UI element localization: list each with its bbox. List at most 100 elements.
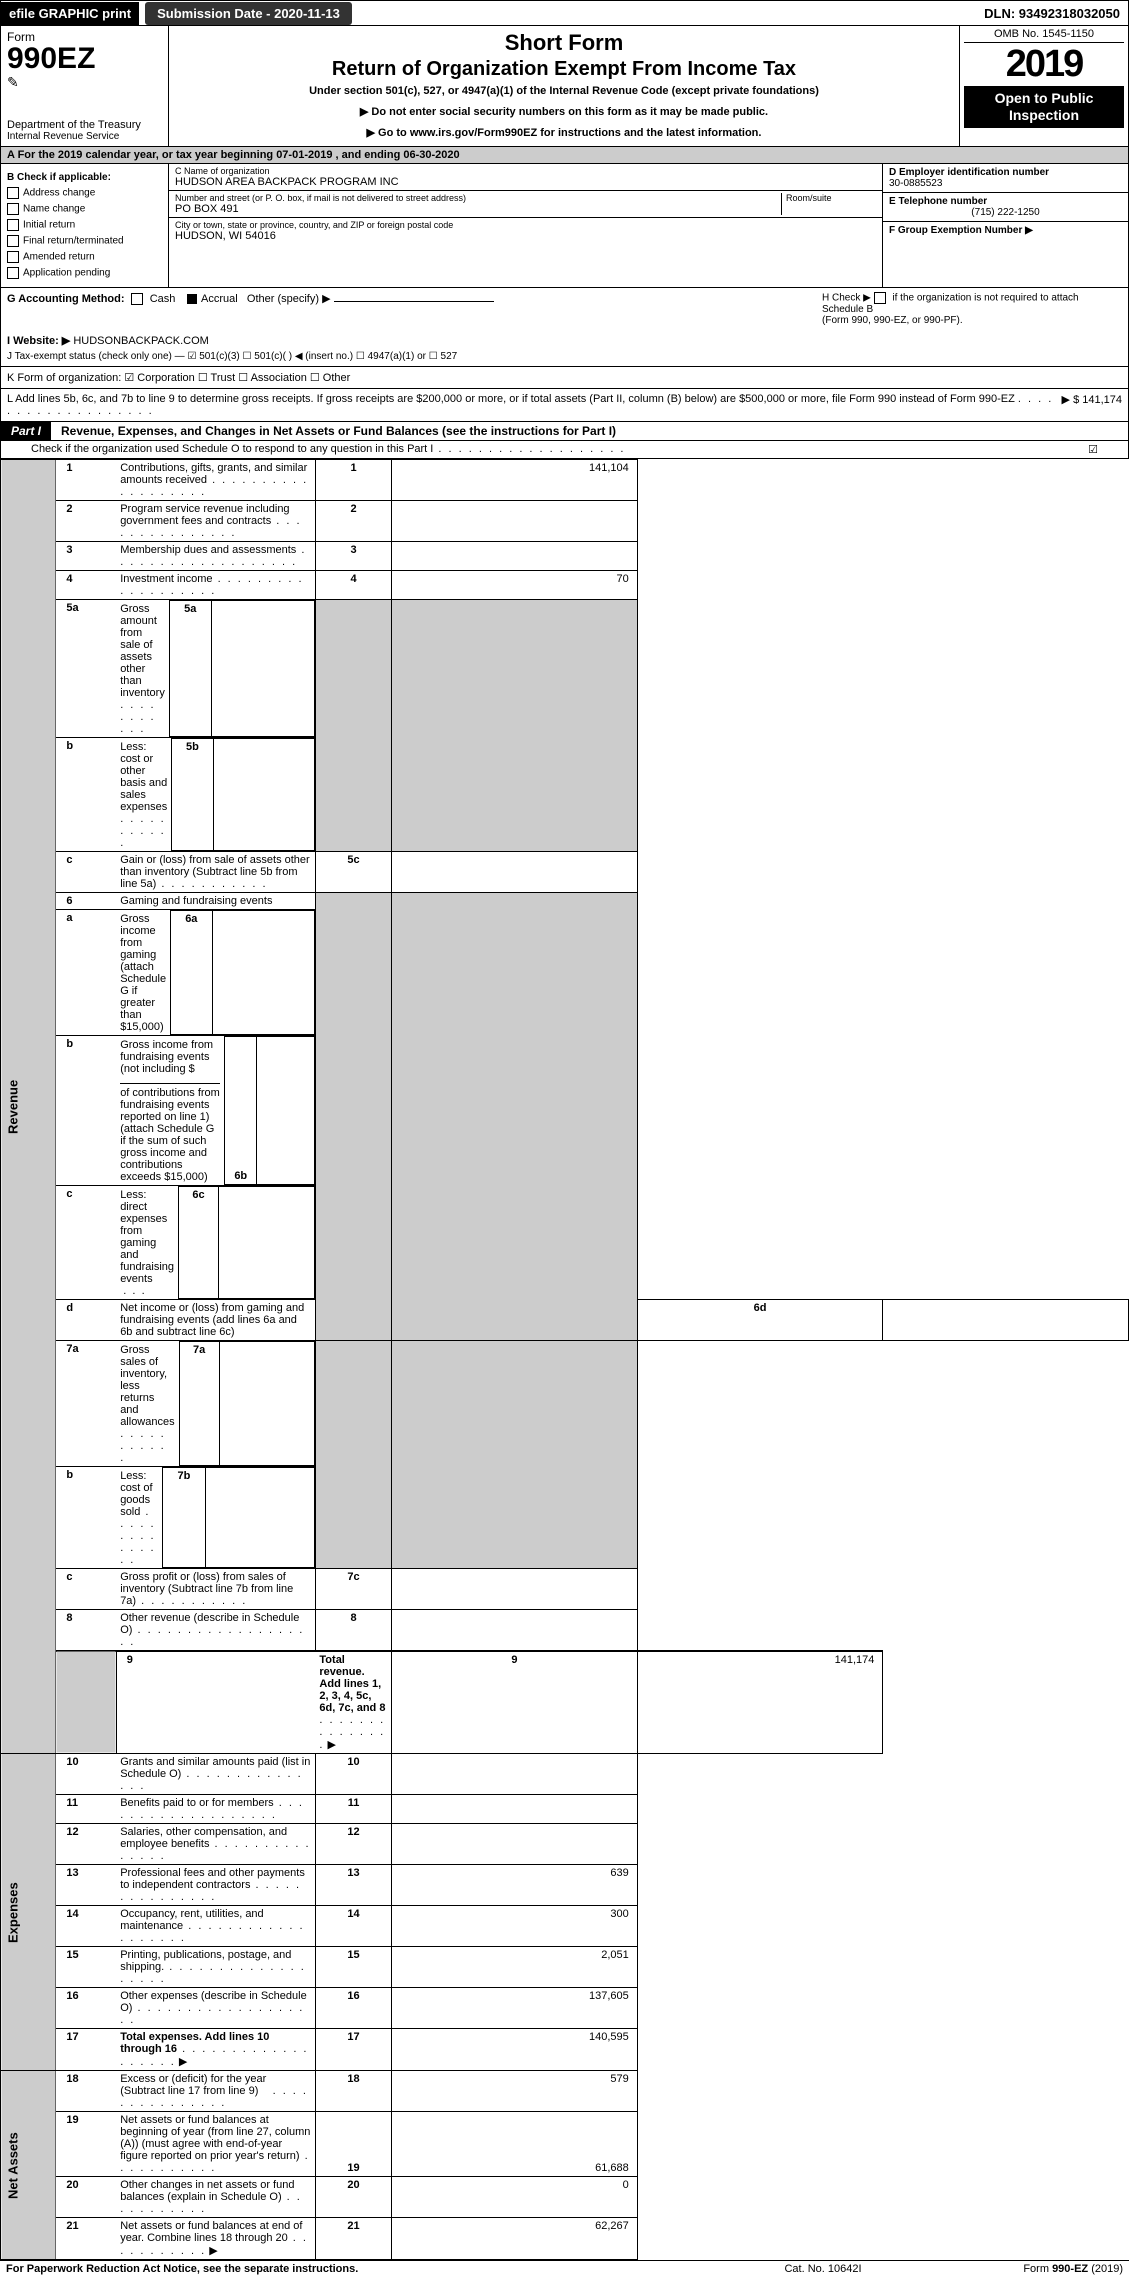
- c-name-label: C Name of organization: [175, 166, 876, 176]
- short-form-title: Short Form: [177, 30, 951, 56]
- line-a-tax-year: A For the 2019 calendar year, or tax yea…: [0, 147, 1129, 164]
- line-19-value: 61,688: [392, 2112, 638, 2177]
- website-value[interactable]: HUDSONBACKPACK.COM: [73, 335, 208, 347]
- irs-label: Internal Revenue Service: [7, 131, 162, 142]
- ssn-warning: ▶ Do not enter social security numbers o…: [177, 105, 951, 118]
- org-name: HUDSON AREA BACKPACK PROGRAM INC: [175, 176, 876, 188]
- line-18: Net Assets 18Excess or (deficit) for the…: [1, 2071, 1129, 2112]
- line-15: 15Printing, publications, postage, and s…: [1, 1947, 1129, 1988]
- line-15-value: 2,051: [392, 1947, 638, 1988]
- expenses-side-label: Expenses: [1, 1754, 56, 2071]
- page-footer: For Paperwork Reduction Act Notice, see …: [0, 2260, 1129, 2277]
- chk-amended-return[interactable]: Amended return: [7, 251, 162, 263]
- line-12: 12Salaries, other compensation, and empl…: [1, 1824, 1129, 1865]
- gross-receipts-amount: ▶ $ 141,174: [1054, 393, 1122, 417]
- section-d-e-f: D Employer identification number 30-0885…: [883, 164, 1128, 287]
- revenue-side-label: Revenue: [1, 460, 56, 1754]
- tax-year: 2019: [964, 43, 1124, 86]
- part1-badge: Part I: [1, 422, 51, 440]
- part1-header-row: Part I Revenue, Expenses, and Changes in…: [0, 422, 1129, 441]
- form-number: 990EZ: [7, 44, 162, 74]
- part1-lines-table: Revenue 1 Contributions, gifts, grants, …: [0, 459, 1129, 2260]
- entity-info-block: B Check if applicable: Address change Na…: [0, 164, 1129, 288]
- part1-title: Revenue, Expenses, and Changes in Net As…: [51, 424, 1128, 438]
- chk-address-change[interactable]: Address change: [7, 187, 162, 199]
- line-8: 8Other revenue (describe in Schedule O) …: [1, 1610, 1129, 1652]
- c-city-label: City or town, state or province, country…: [175, 220, 876, 230]
- line-4-value: 70: [392, 571, 638, 600]
- header-center: Short Form Return of Organization Exempt…: [169, 26, 960, 146]
- line-16: 16Other expenses (describe in Schedule O…: [1, 1988, 1129, 2029]
- line-1: Revenue 1 Contributions, gifts, grants, …: [1, 460, 1129, 501]
- line-14: 14Occupancy, rent, utilities, and mainte…: [1, 1906, 1129, 1947]
- header-right: OMB No. 1545-1150 2019 Open to Public In…: [960, 26, 1128, 146]
- header-left: Form 990EZ ✎ Department of the Treasury …: [1, 26, 169, 146]
- net-assets-side-label: Net Assets: [1, 2071, 56, 2260]
- line-13-value: 639: [392, 1865, 638, 1906]
- top-bar: efile GRAPHIC print Submission Date - 20…: [0, 0, 1129, 26]
- ein-value: 30-0885523: [889, 178, 1122, 189]
- line-k-org-form: K Form of organization: ☑ Corporation ☐ …: [1, 366, 1128, 384]
- dln-label: DLN: 93492318032050: [984, 6, 1128, 21]
- line-7a: 7a Gross sales of inventory, less return…: [1, 1341, 1129, 1467]
- org-address: PO BOX 491: [175, 203, 781, 215]
- cat-number: Cat. No. 10642I: [723, 2263, 923, 2275]
- line-10: Expenses 10Grants and similar amounts pa…: [1, 1754, 1129, 1795]
- line-17: 17Total expenses. Add lines 10 through 1…: [1, 2029, 1129, 2071]
- efile-badge[interactable]: efile GRAPHIC print: [1, 2, 139, 25]
- return-title: Return of Organization Exempt From Incom…: [177, 58, 951, 81]
- line-3: 3Membership dues and assessments 3: [1, 542, 1129, 571]
- chk-final-return[interactable]: Final return/terminated: [7, 235, 162, 247]
- section-b-checkboxes: B Check if applicable: Address change Na…: [1, 164, 169, 287]
- b-label: B Check if applicable:: [7, 172, 162, 183]
- paperwork-notice: For Paperwork Reduction Act Notice, see …: [6, 2263, 723, 2275]
- line-5a: 5a Gross amount from sale of assets othe…: [1, 600, 1129, 738]
- chk-application-pending[interactable]: Application pending: [7, 267, 162, 279]
- line-h-schedule-b: H Check ▶ if the organization is not req…: [822, 292, 1122, 326]
- e-phone-label: E Telephone number: [889, 196, 1122, 207]
- line-14-value: 300: [392, 1906, 638, 1947]
- f-group-label: F Group Exemption Number ▶: [889, 225, 1122, 236]
- goto-link[interactable]: ▶ Go to www.irs.gov/Form990EZ for instru…: [177, 126, 951, 139]
- line-16-value: 137,605: [392, 1988, 638, 2029]
- form-header: Form 990EZ ✎ Department of the Treasury …: [0, 26, 1129, 147]
- line-20: 20Other changes in net assets or fund ba…: [1, 2177, 1129, 2218]
- line-19: 19Net assets or fund balances at beginni…: [1, 2112, 1129, 2177]
- omb-number: OMB No. 1545-1150: [964, 28, 1124, 43]
- chk-cash[interactable]: [131, 293, 143, 305]
- chk-sched-b[interactable]: [874, 292, 886, 304]
- chk-initial-return[interactable]: Initial return: [7, 219, 162, 231]
- line-1-value: 141,104: [392, 460, 638, 501]
- line-13: 13Professional fees and other payments t…: [1, 1865, 1129, 1906]
- submission-date-badge: Submission Date - 2020-11-13: [145, 2, 352, 25]
- dept-treasury: Department of the Treasury: [7, 119, 162, 131]
- chk-accrual[interactable]: [187, 294, 197, 304]
- form-footer-id: Form 990-EZ (2019): [923, 2263, 1123, 2275]
- line-4: 4Investment income 470: [1, 571, 1129, 600]
- sched-o-checkbox[interactable]: ☑: [1088, 443, 1098, 456]
- part1-schedule-o-check: Check if the organization used Schedule …: [0, 441, 1129, 459]
- line-5c: cGain or (loss) from sale of assets othe…: [1, 852, 1129, 893]
- c-addr-label: Number and street (or P. O. box, if mail…: [175, 193, 781, 203]
- chk-name-change[interactable]: Name change: [7, 203, 162, 215]
- d-ein-label: D Employer identification number: [889, 167, 1122, 178]
- line-20-value: 0: [392, 2177, 638, 2218]
- subtitle: Under section 501(c), 527, or 4947(a)(1)…: [177, 85, 951, 97]
- line-l-gross-receipts: L Add lines 5b, 6c, and 7b to line 9 to …: [1, 388, 1128, 417]
- line-j-exempt-status: J Tax-exempt status (check only one) — ☑…: [7, 351, 1122, 362]
- line-6: 6Gaming and fundraising events: [1, 893, 1129, 910]
- section-g-to-l: G Accounting Method: Cash Accrual Other …: [0, 288, 1129, 422]
- line-21: 21Net assets or fund balances at end of …: [1, 2218, 1129, 2260]
- section-c-org: C Name of organization HUDSON AREA BACKP…: [169, 164, 883, 287]
- line-7c: cGross profit or (loss) from sales of in…: [1, 1569, 1129, 1610]
- line-17-value: 140,595: [392, 2029, 638, 2071]
- line-9-value: 141,174: [637, 1651, 883, 1754]
- line-9: 9 Total revenue. Add lines 1, 2, 3, 4, 5…: [1, 1651, 1129, 1754]
- open-public-badge: Open to Public Inspection: [964, 86, 1124, 128]
- org-city: HUDSON, WI 54016: [175, 230, 876, 242]
- line-11: 11Benefits paid to or for members11: [1, 1795, 1129, 1824]
- room-label: Room/suite: [786, 193, 876, 203]
- line-18-value: 579: [392, 2071, 638, 2112]
- line-21-value: 62,267: [392, 2218, 638, 2260]
- phone-value: (715) 222-1250: [889, 207, 1122, 218]
